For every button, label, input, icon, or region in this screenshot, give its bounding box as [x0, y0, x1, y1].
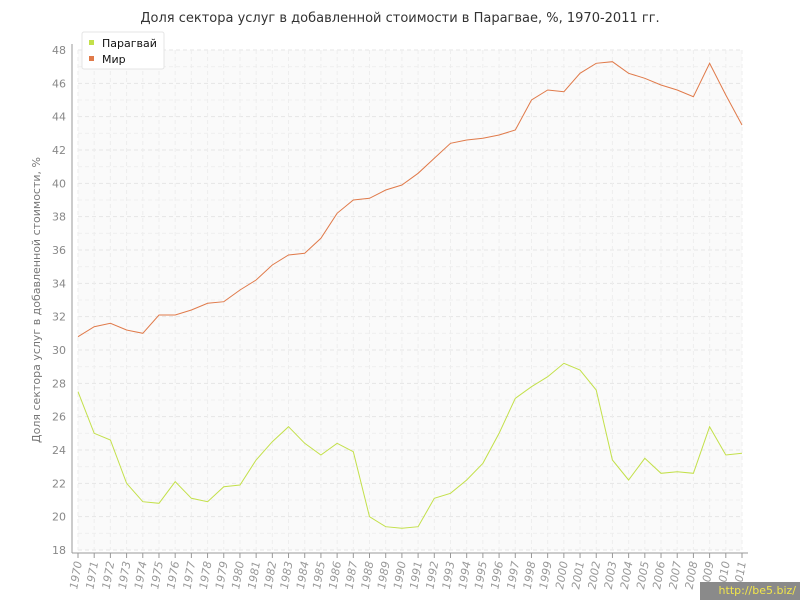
x-axis-ticks: 1970197119721973197419751976197719781979… [67, 553, 749, 590]
x-tick-label: 1999 [537, 560, 555, 590]
x-tick-label: 2002 [586, 560, 604, 590]
y-tick-label: 38 [52, 211, 66, 224]
x-tick-label: 1972 [100, 560, 118, 590]
x-tick-label: 1987 [343, 560, 361, 590]
x-tick-label: 1990 [391, 560, 409, 590]
y-tick-label: 20 [52, 511, 66, 524]
series-line [77, 362, 743, 529]
axes [71, 44, 748, 554]
x-tick-label: 1993 [440, 560, 458, 590]
watermark: http://be5.biz/ [700, 582, 800, 600]
x-tick-label: 1978 [197, 560, 215, 590]
legend-label: Мир [102, 53, 126, 66]
x-tick-label: 1984 [294, 560, 312, 590]
y-tick-label: 18 [52, 544, 66, 557]
y-tick-label: 28 [52, 377, 66, 390]
y-axis-ticks: 18 20 22 24 26 28 30 32 34 36 38 40 42 44 46 48 [52, 44, 66, 557]
x-tick-label: 1991 [407, 560, 425, 590]
x-tick-label: 1986 [326, 560, 344, 590]
y-tick-label: 42 [52, 144, 66, 157]
grid-lines [77, 49, 743, 551]
x-tick-label: 2000 [553, 560, 571, 590]
y-tick-label: 26 [52, 411, 66, 424]
x-tick-label: 1998 [521, 560, 539, 590]
legend-swatch [89, 56, 94, 61]
x-tick-label: 2004 [618, 560, 636, 590]
y-tick-label: 34 [52, 277, 66, 290]
x-tick-label: 1992 [424, 560, 442, 590]
x-tick-label: 1979 [213, 560, 231, 590]
x-tick-label: 1985 [310, 560, 328, 590]
x-tick-label: 2001 [569, 560, 587, 590]
y-tick-label: 36 [52, 244, 66, 257]
chart-title: Доля сектора услуг в добавленной стоимос… [140, 11, 659, 26]
y-tick-label: 40 [52, 177, 66, 190]
legend-box [81, 31, 165, 70]
x-tick-label: 1988 [359, 560, 377, 590]
series-lines [77, 61, 743, 529]
x-tick-label: 2006 [650, 560, 668, 590]
x-tick-label: 1996 [488, 560, 506, 590]
y-tick-label: 48 [52, 44, 66, 57]
x-tick-label: 1997 [505, 560, 523, 590]
y-tick-label: 46 [52, 77, 66, 90]
legend-swatch [89, 40, 94, 45]
x-tick-label: 1982 [262, 560, 280, 590]
x-tick-label: 1980 [229, 560, 247, 590]
series-line [77, 61, 743, 338]
y-tick-label: 22 [52, 477, 66, 490]
y-tick-label: 30 [52, 344, 66, 357]
x-tick-label: 1995 [472, 560, 490, 590]
x-tick-label: 1989 [375, 560, 393, 590]
x-tick-label: 1994 [456, 560, 474, 590]
x-tick-label: 2007 [667, 560, 685, 590]
x-tick-label: 2005 [634, 560, 652, 590]
x-tick-label: 1975 [148, 560, 166, 590]
x-tick-label: 1983 [278, 560, 296, 590]
y-axis-label: Доля сектора услуг в добавленной стоимос… [30, 157, 43, 443]
x-tick-label: 1971 [83, 560, 101, 590]
x-tick-label: 1973 [116, 560, 134, 590]
y-tick-label: 32 [52, 311, 66, 324]
x-tick-label: 1974 [132, 560, 150, 590]
y-tick-label: 44 [52, 111, 66, 124]
legend: Парагвай Мир [81, 31, 165, 70]
x-tick-label: 1977 [181, 560, 199, 590]
x-tick-label: 1981 [245, 560, 263, 590]
x-tick-label: 1976 [164, 560, 182, 590]
y-tick-label: 24 [52, 444, 66, 457]
legend-label: Парагвай [102, 37, 157, 50]
x-tick-label: 2008 [683, 560, 701, 590]
x-tick-label: 2003 [602, 560, 620, 590]
x-tick-label: 1970 [67, 560, 85, 590]
